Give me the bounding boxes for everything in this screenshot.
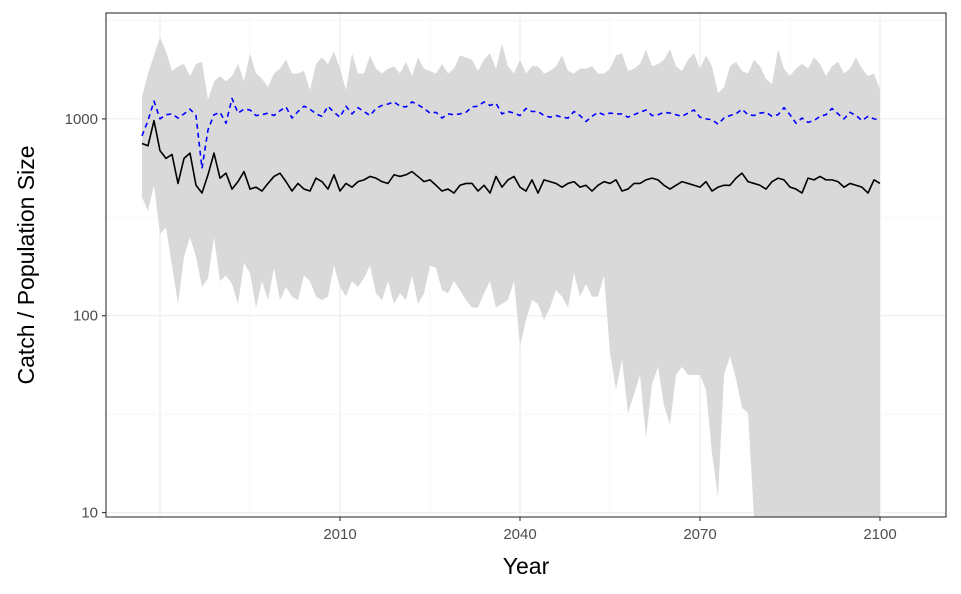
plot-panel	[105, 12, 947, 518]
y-axis-title: Catch / Population Size	[13, 145, 39, 384]
x-axis-title: Year	[503, 553, 550, 579]
series-lines	[141, 97, 881, 194]
reference-series-line	[141, 97, 881, 170]
y-tick-label: 100	[73, 308, 98, 325]
x-tick-label: 2040	[503, 526, 536, 543]
uncertainty-band	[142, 37, 880, 518]
x-tick-label: 2010	[323, 526, 356, 543]
x-tick-label: 2070	[683, 526, 716, 543]
y-tick-label: 1000	[65, 111, 98, 128]
x-axis: 2010 2040 2070 2100	[323, 517, 897, 543]
median-series-line	[141, 119, 881, 194]
panel-border	[105, 12, 947, 518]
y-tick-label: 10	[81, 505, 98, 522]
y-axis: 10 100 1000	[65, 111, 106, 522]
x-tick-label: 2100	[863, 526, 896, 543]
